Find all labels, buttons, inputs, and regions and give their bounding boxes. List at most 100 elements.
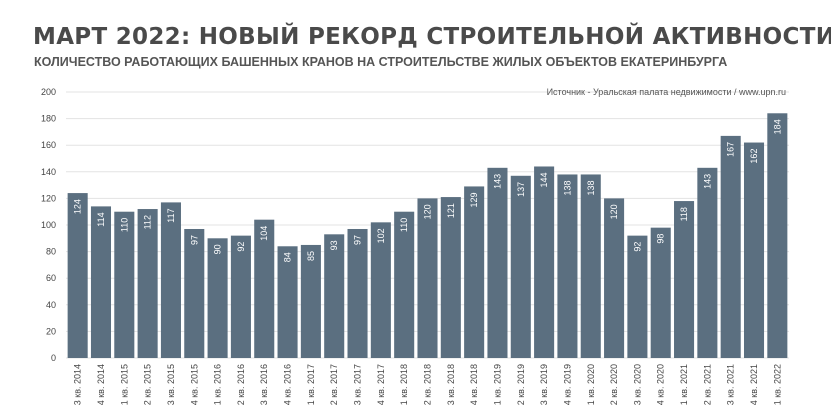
bar xyxy=(650,227,671,358)
data-label: 120 xyxy=(609,204,619,219)
data-label: 162 xyxy=(749,149,759,164)
x-tick-label: 4 кв. 2017 xyxy=(376,364,386,405)
y-tick-label: 100 xyxy=(41,220,56,230)
x-tick-label: 2 кв. 2019 xyxy=(516,364,526,405)
x-tick-label: 1 кв. 2015 xyxy=(119,364,129,405)
bar xyxy=(394,211,415,358)
x-tick-label: 2 кв. 2016 xyxy=(236,364,246,405)
bar xyxy=(370,222,391,358)
x-tick-label: 1 кв. 2017 xyxy=(306,364,316,405)
x-tick-label: 1 кв. 2018 xyxy=(399,364,409,405)
bar xyxy=(184,228,205,358)
y-tick-label: 20 xyxy=(46,326,56,336)
bar xyxy=(207,238,228,358)
data-label: 138 xyxy=(562,180,572,195)
bar xyxy=(417,198,438,358)
data-label: 118 xyxy=(679,207,689,221)
data-label: 120 xyxy=(423,204,433,219)
bar xyxy=(604,198,625,358)
chart-title: МАРТ 2022: НОВЫЙ РЕКОРД СТРОИТЕЛЬНОЙ АКТ… xyxy=(33,24,831,50)
x-tick-label: 1 кв. 2019 xyxy=(492,364,502,405)
data-label: 112 xyxy=(143,215,153,229)
x-tick-label: 3 кв. 2014 xyxy=(73,364,83,405)
x-tick-label: 3 кв. 2020 xyxy=(632,364,642,405)
y-tick-label: 40 xyxy=(46,300,56,310)
x-tick-label: 3 кв. 2018 xyxy=(446,364,456,405)
y-tick-label: 200 xyxy=(41,87,56,97)
chart-subtitle: КОЛИЧЕСТВО РАБОТАЮЩИХ БАШЕННЫХ КРАНОВ НА… xyxy=(34,55,728,69)
x-tick-label: 1 кв. 2016 xyxy=(213,364,223,405)
bar xyxy=(277,246,298,358)
x-tick-label: 3 кв. 2021 xyxy=(726,364,736,405)
bar xyxy=(510,175,531,358)
y-tick-label: 160 xyxy=(41,140,56,150)
bar xyxy=(137,209,158,358)
data-label: 110 xyxy=(399,218,409,232)
bar xyxy=(487,167,508,358)
bar xyxy=(90,206,112,358)
bar xyxy=(300,244,321,358)
data-label: 92 xyxy=(236,242,246,252)
x-tick-label: 2 кв. 2015 xyxy=(143,364,153,405)
x-tick-label: 1 кв. 2020 xyxy=(586,364,596,405)
data-label: 184 xyxy=(772,119,782,134)
bar xyxy=(557,174,578,358)
y-tick-label: 80 xyxy=(46,247,56,257)
bar xyxy=(580,174,601,358)
x-tick-label: 4 кв. 2016 xyxy=(283,364,293,405)
data-labels: 124 114 110 112 117 97 90 92 104 84 85 93 97 102 110 12… xyxy=(73,119,783,262)
x-tick-label: 2 кв. 2020 xyxy=(609,364,619,405)
bar xyxy=(720,135,741,358)
data-label: 117 xyxy=(166,208,176,222)
source-note: Источник - Уральская палата недвижимости… xyxy=(547,87,786,97)
x-tick-label: 2 кв. 2021 xyxy=(702,364,712,405)
bars xyxy=(67,113,788,358)
bar xyxy=(324,234,345,358)
x-tick-label: 4 кв. 2015 xyxy=(189,364,199,405)
data-label: 167 xyxy=(726,142,736,157)
data-label: 114 xyxy=(96,212,106,226)
data-label: 102 xyxy=(376,228,386,243)
data-label: 98 xyxy=(656,234,666,244)
bar xyxy=(767,113,788,358)
bar xyxy=(627,235,648,358)
x-tick-label: 4 кв. 2021 xyxy=(749,364,759,405)
data-label: 85 xyxy=(306,251,316,261)
x-tick-label: 4 кв. 2014 xyxy=(96,364,106,405)
data-label: 97 xyxy=(353,235,363,245)
bar xyxy=(743,142,765,358)
x-tick-label: 2 кв. 2017 xyxy=(329,364,339,405)
data-label: 129 xyxy=(469,192,479,207)
y-tick-label: 180 xyxy=(41,114,56,124)
data-label: 92 xyxy=(632,242,642,252)
data-label: 93 xyxy=(329,240,339,250)
x-tick-label: 1 кв. 2022 xyxy=(772,364,782,405)
y-tick-label: 140 xyxy=(41,167,56,177)
data-label: 124 xyxy=(73,199,83,214)
bar xyxy=(347,228,368,358)
bar xyxy=(67,193,88,358)
data-label: 121 xyxy=(446,203,456,218)
data-label: 84 xyxy=(283,252,293,262)
x-tick-label: 3 кв. 2016 xyxy=(259,364,269,405)
data-label: 144 xyxy=(539,172,549,187)
data-label: 137 xyxy=(516,182,526,197)
data-label: 97 xyxy=(189,235,199,245)
data-label: 143 xyxy=(702,174,712,189)
x-axis-categories: 3 кв. 2014 4 кв. 2014 1 кв. 2015 2 кв. 2015… xyxy=(73,364,783,405)
y-axis-ticks: 0 20 40 60 80 100 120 140 160 180 200 xyxy=(41,87,56,363)
data-label: 138 xyxy=(586,180,596,195)
y-tick-label: 60 xyxy=(46,273,56,283)
bar xyxy=(114,211,135,358)
bar xyxy=(254,219,275,358)
data-label: 90 xyxy=(213,244,223,254)
bar xyxy=(160,202,181,358)
bar xyxy=(534,166,555,358)
x-tick-label: 1 кв. 2021 xyxy=(679,364,689,405)
x-tick-label: 2 кв. 2018 xyxy=(423,364,433,405)
data-label: 143 xyxy=(492,174,502,189)
x-tick-label: 4 кв. 2020 xyxy=(656,364,666,405)
bar xyxy=(230,235,251,358)
y-tick-label: 120 xyxy=(41,193,56,203)
